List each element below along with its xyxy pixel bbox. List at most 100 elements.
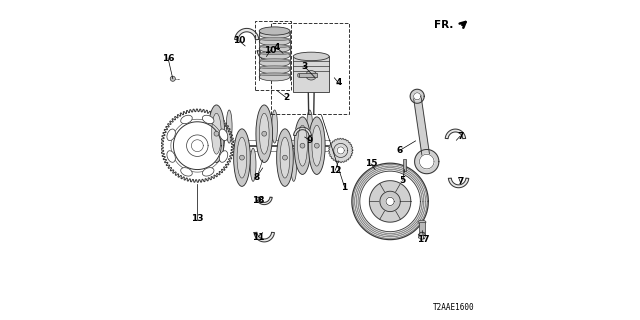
Text: 12: 12 <box>329 166 342 175</box>
Ellipse shape <box>418 220 426 224</box>
Ellipse shape <box>237 137 247 178</box>
Text: 18: 18 <box>252 196 264 205</box>
Polygon shape <box>191 140 204 152</box>
Ellipse shape <box>308 117 325 174</box>
Ellipse shape <box>291 148 296 181</box>
Text: 4: 4 <box>335 78 342 87</box>
Polygon shape <box>386 197 394 205</box>
Bar <box>299 73 317 77</box>
Polygon shape <box>369 181 411 222</box>
Polygon shape <box>410 89 424 103</box>
Polygon shape <box>256 197 272 204</box>
Polygon shape <box>445 129 465 139</box>
Ellipse shape <box>259 31 290 34</box>
Ellipse shape <box>307 110 312 143</box>
Ellipse shape <box>220 129 228 140</box>
Ellipse shape <box>167 151 175 162</box>
Text: 10: 10 <box>232 36 245 45</box>
Ellipse shape <box>259 59 290 62</box>
Text: 17: 17 <box>417 235 430 244</box>
Polygon shape <box>173 122 221 170</box>
Polygon shape <box>352 163 428 240</box>
Ellipse shape <box>234 129 250 186</box>
Polygon shape <box>360 171 420 232</box>
Ellipse shape <box>259 73 290 81</box>
Ellipse shape <box>202 115 214 124</box>
Ellipse shape <box>259 113 269 154</box>
Ellipse shape <box>259 66 290 74</box>
Ellipse shape <box>180 168 192 176</box>
Text: 16: 16 <box>162 53 174 62</box>
Text: 11: 11 <box>252 233 264 242</box>
Polygon shape <box>254 232 275 242</box>
Bar <box>293 56 329 92</box>
Polygon shape <box>449 178 468 188</box>
Ellipse shape <box>167 129 175 140</box>
Ellipse shape <box>259 27 290 35</box>
Ellipse shape <box>202 168 214 176</box>
Polygon shape <box>235 28 259 40</box>
Ellipse shape <box>259 59 290 67</box>
Ellipse shape <box>259 73 290 76</box>
Text: 1: 1 <box>341 183 348 192</box>
Polygon shape <box>413 93 420 100</box>
Ellipse shape <box>312 125 322 166</box>
Ellipse shape <box>272 110 278 143</box>
Ellipse shape <box>280 137 290 178</box>
Polygon shape <box>187 135 208 156</box>
Ellipse shape <box>306 71 317 80</box>
Ellipse shape <box>170 76 175 81</box>
Polygon shape <box>380 191 400 212</box>
Text: T2AAE1600: T2AAE1600 <box>433 303 474 312</box>
Circle shape <box>300 143 305 148</box>
Ellipse shape <box>256 105 273 163</box>
Text: 5: 5 <box>400 176 406 185</box>
Bar <box>403 159 406 171</box>
Text: 10: 10 <box>264 45 277 55</box>
Text: 7: 7 <box>457 132 463 140</box>
Text: FR.: FR. <box>435 20 454 29</box>
Text: 9: 9 <box>307 136 313 145</box>
Ellipse shape <box>276 129 293 186</box>
Polygon shape <box>333 143 348 157</box>
Ellipse shape <box>259 52 290 60</box>
Ellipse shape <box>293 52 329 61</box>
Ellipse shape <box>180 115 192 124</box>
Circle shape <box>262 131 267 136</box>
Text: 15: 15 <box>365 159 377 168</box>
Circle shape <box>239 155 244 160</box>
Text: 3: 3 <box>301 61 307 70</box>
Ellipse shape <box>259 52 290 55</box>
Polygon shape <box>419 154 434 169</box>
Ellipse shape <box>227 110 232 143</box>
Polygon shape <box>257 51 278 60</box>
Ellipse shape <box>250 148 256 181</box>
Polygon shape <box>161 109 234 182</box>
Circle shape <box>214 131 219 136</box>
Bar <box>255 21 291 90</box>
Text: 6: 6 <box>397 146 403 155</box>
Polygon shape <box>415 149 439 174</box>
Polygon shape <box>294 127 312 136</box>
Bar <box>271 23 349 114</box>
Ellipse shape <box>259 45 290 48</box>
Text: 13: 13 <box>191 214 204 223</box>
Ellipse shape <box>294 117 311 174</box>
Ellipse shape <box>259 37 290 46</box>
Polygon shape <box>328 138 353 163</box>
Ellipse shape <box>259 66 290 69</box>
Circle shape <box>282 155 287 160</box>
Text: 7: 7 <box>457 177 463 186</box>
Polygon shape <box>413 96 431 162</box>
Ellipse shape <box>259 44 290 53</box>
Ellipse shape <box>298 125 307 166</box>
Text: 2: 2 <box>284 93 290 102</box>
Ellipse shape <box>208 105 225 163</box>
Bar <box>419 222 424 235</box>
Ellipse shape <box>220 151 228 162</box>
Ellipse shape <box>259 38 290 41</box>
Ellipse shape <box>212 113 221 154</box>
Text: 4: 4 <box>274 43 280 52</box>
Circle shape <box>314 143 319 148</box>
Ellipse shape <box>298 73 300 77</box>
